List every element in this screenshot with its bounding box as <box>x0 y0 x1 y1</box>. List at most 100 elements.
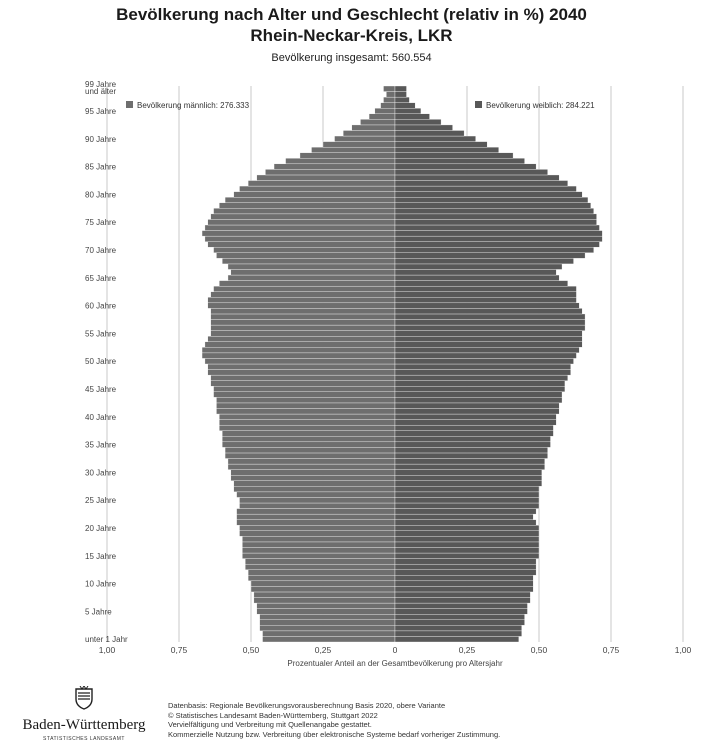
legend-swatch-male <box>126 101 133 108</box>
bar-male <box>383 85 396 92</box>
bar-female <box>394 608 528 615</box>
bar-male <box>210 380 396 387</box>
bar-female <box>394 241 600 248</box>
bar-male <box>256 608 396 615</box>
bar-male <box>207 302 396 309</box>
chart-title: Bevölkerung nach Alter und Geschlecht (r… <box>116 5 587 24</box>
x-tick-label: 0,75 <box>171 645 188 655</box>
bar-male <box>219 202 396 209</box>
bar-male <box>233 480 396 487</box>
bar-female <box>394 163 537 170</box>
y-tick-label: 40 Jahre <box>85 413 117 422</box>
copyright-line: © Statistisches Landesamt Baden-Württemb… <box>168 710 378 720</box>
bar-male <box>245 563 396 570</box>
bar-female <box>394 602 528 609</box>
bar-male <box>210 308 396 315</box>
bar-female <box>394 452 548 459</box>
bar-male <box>213 386 396 392</box>
bar-female <box>394 258 574 265</box>
bar-female <box>394 541 540 548</box>
bar-male <box>259 614 396 620</box>
bar-female <box>394 591 531 598</box>
bar-male <box>222 436 396 443</box>
x-tick-label: 0,50 <box>243 645 260 655</box>
bar-male <box>227 463 396 470</box>
bar-female <box>394 297 577 304</box>
bar-male <box>213 208 396 215</box>
bar-male <box>207 369 396 376</box>
bar-male <box>256 174 396 181</box>
bar-male <box>204 341 396 348</box>
bar-female <box>394 135 476 142</box>
bar-male <box>210 330 396 337</box>
bar-male <box>216 402 396 409</box>
bar-female <box>394 380 566 387</box>
bar-male <box>322 141 396 148</box>
x-tick-label: 0,25 <box>459 645 476 655</box>
bar-female <box>394 519 537 526</box>
bar-male <box>210 313 396 320</box>
y-tick-label: 55 Jahre <box>85 329 117 338</box>
bar-male <box>201 230 396 237</box>
bar-male <box>236 508 396 515</box>
y-tick-label: 90 Jahre <box>85 135 117 144</box>
bar-male <box>213 285 396 292</box>
bar-male <box>262 630 396 637</box>
bar-female <box>394 374 568 381</box>
bar-male <box>299 152 396 159</box>
bar-male <box>222 258 396 265</box>
bar-male <box>250 580 396 587</box>
bar-male <box>210 213 396 220</box>
bar-female <box>394 441 551 448</box>
bar-male <box>383 96 396 103</box>
bar-female <box>394 630 522 637</box>
bar-female <box>394 152 514 159</box>
y-tick-label: 45 Jahre <box>85 385 117 394</box>
bar-female <box>394 480 543 487</box>
bar-male <box>386 91 396 98</box>
bar-male <box>253 597 396 604</box>
logo-name: Baden-Württemberg <box>22 717 146 733</box>
bar-female <box>394 619 525 626</box>
bar-female <box>394 424 554 431</box>
bar-male <box>222 441 396 448</box>
y-tick-label: 80 Jahre <box>85 190 117 199</box>
bar-male <box>239 502 396 509</box>
bar-male <box>207 297 396 304</box>
bar-female <box>394 636 520 643</box>
bar-female <box>394 469 543 476</box>
y-tick-label: 95 Jahre <box>85 107 117 116</box>
bar-female <box>394 430 554 437</box>
bar-female <box>394 458 545 465</box>
bar-female <box>394 274 560 281</box>
bar-male <box>247 575 396 582</box>
bar-female <box>394 91 407 98</box>
y-axis-labels: unter 1 Jahr 5 Jahre 10 Jahre 15 Jahre 20 Ja… <box>85 80 128 644</box>
bar-female <box>394 513 534 520</box>
bar-female <box>394 197 589 203</box>
bar-female <box>394 208 594 215</box>
bar-male <box>219 413 396 420</box>
bar-female <box>394 597 531 604</box>
bar-male <box>224 197 396 203</box>
bar-female <box>394 96 410 103</box>
y-tick-label: 85 Jahre <box>85 163 117 172</box>
y-tick-label: 35 Jahre <box>85 441 117 450</box>
bar-female <box>394 558 537 565</box>
x-tick-label: 0,25 <box>315 645 332 655</box>
bar-female <box>394 358 574 365</box>
population-pyramid-chart: unter 1 Jahr 5 Jahre 10 Jahre 15 Jahre 20 Ja… <box>85 80 692 668</box>
y-tick-label: 20 Jahre <box>85 524 117 533</box>
y-tick-label: 30 Jahre <box>85 468 117 477</box>
bar-female <box>394 352 577 359</box>
bar-female <box>394 508 537 515</box>
bar-male <box>236 491 396 498</box>
bar-female <box>394 169 548 176</box>
bar-female <box>394 191 583 198</box>
bar-female <box>394 224 600 231</box>
bar-male <box>219 419 396 426</box>
bar-female <box>394 336 583 342</box>
bar-female <box>394 130 465 137</box>
bar-female <box>394 285 577 292</box>
bar-female <box>394 347 580 354</box>
